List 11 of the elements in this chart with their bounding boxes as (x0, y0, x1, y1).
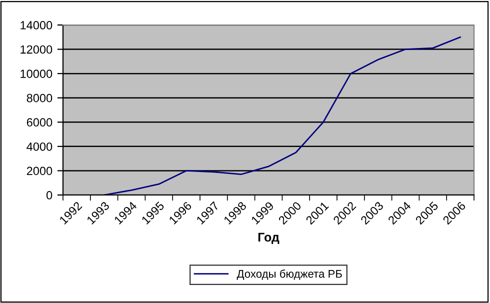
line-series (103, 36, 461, 195)
y-tick-label: 10000 (20, 70, 52, 78)
y-tick-label: 12000 (20, 45, 52, 54)
y-tick-label: 2000 (26, 166, 52, 176)
y-tick-label: 6000 (26, 118, 52, 127)
y-tick-label: 4000 (26, 142, 52, 151)
y-tick-label: 0 (46, 191, 52, 200)
y-tick-label: 8000 (26, 94, 52, 102)
x-axis-title: Год (258, 232, 280, 244)
legend-label: Доходы бюджета РБ (236, 270, 342, 280)
y-tick-label: 14000 (20, 21, 52, 30)
